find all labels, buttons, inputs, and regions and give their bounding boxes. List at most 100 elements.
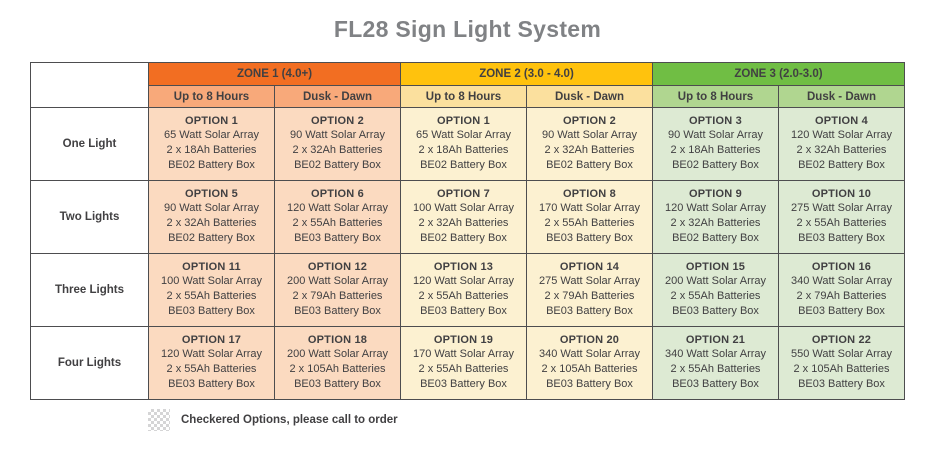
battery-box: BE02 Battery Box: [420, 232, 507, 244]
solar-array: 65 Watt Solar Array: [164, 129, 259, 141]
option-cell: OPTION 18 200 Watt Solar Array 2 x 105Ah…: [274, 326, 401, 400]
option-title: OPTION 5: [185, 188, 238, 200]
batteries: 2 x 105Ah Batteries: [541, 363, 638, 375]
option-title: OPTION 2: [563, 115, 616, 127]
battery-box: BE03 Battery Box: [546, 305, 633, 317]
row-label: Three Lights: [30, 253, 149, 327]
batteries: 2 x 55Ah Batteries: [166, 363, 257, 375]
option-title: OPTION 7: [437, 188, 490, 200]
option-title: OPTION 9: [689, 188, 742, 200]
zone-1-header: ZONE 1 (4.0+): [148, 62, 401, 86]
batteries: 2 x 55Ah Batteries: [418, 363, 509, 375]
table-row-one-light: One Light OPTION 1 65 Watt Solar Array 2…: [30, 107, 905, 181]
batteries: 2 x 18Ah Batteries: [670, 144, 761, 156]
checkered-legend: Checkered Options, please call to order: [148, 409, 398, 431]
battery-box: BE03 Battery Box: [420, 305, 507, 317]
battery-box: BE02 Battery Box: [672, 232, 759, 244]
option-cell: OPTION 17 120 Watt Solar Array 2 x 55Ah …: [148, 326, 275, 400]
option-cell: OPTION 8 170 Watt Solar Array 2 x 55Ah B…: [526, 180, 653, 254]
row-label: One Light: [30, 107, 149, 181]
solar-array: 340 Watt Solar Array: [790, 275, 893, 287]
option-cell: OPTION 6 120 Watt Solar Array 2 x 55Ah B…: [274, 180, 401, 254]
solar-array: 90 Watt Solar Array: [164, 202, 259, 214]
option-title: OPTION 3: [689, 115, 742, 127]
batteries: 2 x 32Ah Batteries: [292, 144, 383, 156]
option-title: OPTION 19: [433, 334, 494, 346]
fl28-options-table: ZONE 1 (4.0+) ZONE 2 (3.0 - 4.0) ZONE 3 …: [30, 62, 905, 400]
batteries: 2 x 18Ah Batteries: [418, 144, 509, 156]
option-title: OPTION 11: [182, 261, 241, 273]
option-cell: OPTION 2 90 Watt Solar Array 2 x 32Ah Ba…: [274, 107, 401, 181]
solar-array: 90 Watt Solar Array: [542, 129, 637, 141]
battery-box: BE03 Battery Box: [546, 378, 633, 390]
option-cell: OPTION 22 550 Watt Solar Array 2 x 105Ah…: [778, 326, 905, 400]
batteries: 2 x 55Ah Batteries: [544, 217, 635, 229]
batteries: 2 x 79Ah Batteries: [796, 290, 887, 302]
option-cell: OPTION 16 340 Watt Solar Array 2 x 79Ah …: [778, 253, 905, 327]
option-cell: OPTION 4 120 Watt Solar Array 2 x 32Ah B…: [778, 107, 905, 181]
solar-array: 120 Watt Solar Array: [664, 202, 767, 214]
zone-2-header: ZONE 2 (3.0 - 4.0): [400, 62, 653, 86]
option-cell: OPTION 1 65 Watt Solar Array 2 x 18Ah Ba…: [400, 107, 527, 181]
option-cell: OPTION 9 120 Watt Solar Array 2 x 32Ah B…: [652, 180, 779, 254]
option-cell: OPTION 13 120 Watt Solar Array 2 x 55Ah …: [400, 253, 527, 327]
solar-array: 200 Watt Solar Array: [286, 348, 389, 360]
solar-array: 100 Watt Solar Array: [160, 275, 263, 287]
zone-1-period-duskdawn: Dusk - Dawn: [274, 85, 401, 108]
batteries: 2 x 79Ah Batteries: [544, 290, 635, 302]
battery-box: BE03 Battery Box: [798, 378, 885, 390]
batteries: 2 x 55Ah Batteries: [670, 363, 761, 375]
option-cell: OPTION 14 275 Watt Solar Array 2 x 79Ah …: [526, 253, 653, 327]
option-title: OPTION 6: [311, 188, 364, 200]
option-title: OPTION 1: [185, 115, 238, 127]
solar-array: 200 Watt Solar Array: [664, 275, 767, 287]
battery-box: BE03 Battery Box: [168, 305, 255, 317]
option-cell: OPTION 2 90 Watt Solar Array 2 x 32Ah Ba…: [526, 107, 653, 181]
option-title: OPTION 15: [685, 261, 746, 273]
option-title: OPTION 18: [307, 334, 368, 346]
batteries: 2 x 32Ah Batteries: [670, 217, 761, 229]
battery-box: BE02 Battery Box: [546, 159, 633, 171]
battery-box: BE03 Battery Box: [672, 305, 759, 317]
battery-box: BE02 Battery Box: [798, 159, 885, 171]
battery-box: BE03 Battery Box: [168, 378, 255, 390]
solar-array: 275 Watt Solar Array: [538, 275, 641, 287]
option-title: OPTION 12: [307, 261, 368, 273]
battery-box: BE03 Battery Box: [672, 378, 759, 390]
solar-array: 340 Watt Solar Array: [664, 348, 767, 360]
solar-array: 120 Watt Solar Array: [412, 275, 515, 287]
option-title: OPTION 14: [559, 261, 620, 273]
option-title: OPTION 10: [811, 188, 872, 200]
option-cell: OPTION 1 65 Watt Solar Array 2 x 18Ah Ba…: [148, 107, 275, 181]
table-row-three-lights: Three Lights OPTION 11 100 Watt Solar Ar…: [30, 253, 905, 327]
table-row-two-lights: Two Lights OPTION 5 90 Watt Solar Array …: [30, 180, 905, 254]
battery-box: BE03 Battery Box: [420, 378, 507, 390]
option-cell: OPTION 15 200 Watt Solar Array 2 x 55Ah …: [652, 253, 779, 327]
solar-array: 65 Watt Solar Array: [416, 129, 511, 141]
corner-cell: [30, 62, 149, 108]
option-cell: OPTION 11 100 Watt Solar Array 2 x 55Ah …: [148, 253, 275, 327]
battery-box: BE03 Battery Box: [294, 232, 381, 244]
battery-box: BE03 Battery Box: [798, 232, 885, 244]
batteries: 2 x 55Ah Batteries: [670, 290, 761, 302]
zone-2-period-duskdawn: Dusk - Dawn: [526, 85, 653, 108]
option-title: OPTION 1: [437, 115, 490, 127]
solar-array: 275 Watt Solar Array: [790, 202, 893, 214]
batteries: 2 x 32Ah Batteries: [796, 144, 887, 156]
batteries: 2 x 18Ah Batteries: [166, 144, 257, 156]
option-title: OPTION 16: [811, 261, 872, 273]
zone-3-period-duskdawn: Dusk - Dawn: [778, 85, 905, 108]
solar-array: 170 Watt Solar Array: [412, 348, 515, 360]
solar-array: 120 Watt Solar Array: [790, 129, 893, 141]
zone-3-header: ZONE 3 (2.0-3.0): [652, 62, 905, 86]
battery-box: BE02 Battery Box: [420, 159, 507, 171]
option-title: OPTION 21: [685, 334, 746, 346]
batteries: 2 x 55Ah Batteries: [166, 290, 257, 302]
option-cell: OPTION 10 275 Watt Solar Array 2 x 55Ah …: [778, 180, 905, 254]
checkered-swatch-icon: [148, 409, 170, 431]
option-title: OPTION 4: [815, 115, 868, 127]
batteries: 2 x 79Ah Batteries: [292, 290, 383, 302]
batteries: 2 x 105Ah Batteries: [289, 363, 386, 375]
solar-array: 340 Watt Solar Array: [538, 348, 641, 360]
battery-box: BE02 Battery Box: [294, 159, 381, 171]
